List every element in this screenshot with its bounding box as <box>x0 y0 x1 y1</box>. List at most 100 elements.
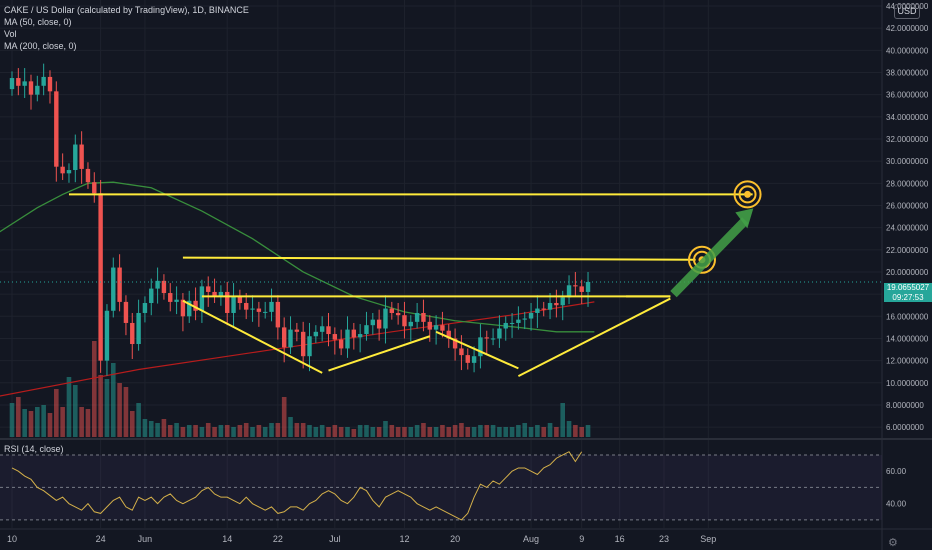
candle-body <box>345 329 350 349</box>
last-price-value: 19.0655027 <box>886 283 930 292</box>
volume-bar <box>452 425 458 437</box>
volume-bar <box>465 427 471 437</box>
price-axis-label: 10.0000000 <box>886 379 929 388</box>
price-axis-label: 38.0000000 <box>886 68 929 77</box>
volume-bar <box>16 397 21 437</box>
volume-bar <box>250 427 255 437</box>
time-axis-label: 10 <box>7 534 17 544</box>
candle-body <box>263 311 268 313</box>
candle-body <box>250 308 255 310</box>
candle-body <box>554 303 559 306</box>
candle-body <box>130 322 135 345</box>
price-axis-label: 30.0000000 <box>886 157 929 166</box>
volume-bar <box>212 427 217 437</box>
candle-body <box>275 301 281 328</box>
candle-body <box>370 319 376 326</box>
candle-body <box>528 312 534 319</box>
volume-bar <box>503 427 509 437</box>
volume-bar <box>110 363 116 437</box>
volume-bar <box>478 425 483 437</box>
volume-bar <box>579 427 584 437</box>
volume-bar <box>104 379 110 437</box>
rsi-axis-label: 60.00 <box>886 467 907 476</box>
candle-body <box>218 291 224 297</box>
candle-body <box>465 355 470 363</box>
candle-body <box>579 286 584 292</box>
volume-bar <box>497 427 502 437</box>
price-axis-label: 28.0000000 <box>886 179 929 188</box>
price-axis-label: 12.0000000 <box>886 357 929 366</box>
candle-body <box>174 299 179 302</box>
volume-bar <box>560 403 566 437</box>
volume-bar <box>129 411 135 437</box>
volume-bar <box>28 411 34 437</box>
chart-legend: CAKE / US Dollar (calculated by TradingV… <box>4 4 249 52</box>
candle-body <box>168 293 173 302</box>
candle-body <box>440 325 445 331</box>
volume-bar <box>313 427 319 437</box>
candle-body <box>573 285 578 287</box>
volume-bar <box>9 403 15 437</box>
gear-icon[interactable]: ⚙ <box>888 537 898 549</box>
candle-body <box>199 286 205 311</box>
candle-body <box>98 193 103 361</box>
candle-body <box>244 303 249 310</box>
volume-bar <box>383 421 388 437</box>
volume-bar <box>148 421 154 437</box>
candle-body <box>85 168 91 183</box>
candle-body <box>28 81 34 95</box>
price-axis-label: 24.0000000 <box>886 224 929 233</box>
pattern-leg-4 <box>517 297 671 378</box>
volume-bar <box>522 423 528 437</box>
volume-bar <box>98 375 103 437</box>
candle-body <box>307 336 312 357</box>
candle-body <box>300 331 306 357</box>
volume-bar <box>117 383 122 437</box>
volume-bar <box>224 425 230 437</box>
pattern-leg-2 <box>328 335 431 372</box>
volume-bar <box>294 423 300 437</box>
candle-body <box>383 308 388 329</box>
candle-body <box>66 170 72 174</box>
volume-bar <box>357 425 363 437</box>
currency-badge[interactable]: USD <box>894 4 920 19</box>
volume-bar <box>307 425 312 437</box>
candle-body <box>231 296 236 313</box>
candle-body <box>338 339 344 349</box>
candle-body <box>206 286 211 292</box>
candle-body <box>123 301 129 323</box>
candle-body <box>180 299 186 317</box>
volume-bar <box>370 427 376 437</box>
volume-bar <box>319 425 325 437</box>
candle-body <box>478 337 483 357</box>
volume-bar <box>459 423 464 437</box>
volume-bar <box>22 409 27 437</box>
price-axis-label: 32.0000000 <box>886 135 929 144</box>
price-axis-label: 40.0000000 <box>886 46 929 55</box>
candle-body <box>364 325 369 335</box>
candle-body <box>313 331 319 337</box>
pattern-leg-3 <box>435 330 519 370</box>
resistance-line-middle <box>182 256 696 261</box>
time-axis-label: Sep <box>700 534 716 544</box>
pattern-leg-1 <box>182 299 323 374</box>
candle-body <box>149 288 154 304</box>
volume-bar <box>376 427 382 437</box>
candle-body <box>357 334 363 338</box>
candle-body <box>509 322 515 324</box>
volume-bar <box>60 407 65 437</box>
time-axis-label: 22 <box>273 534 283 544</box>
candle-body <box>319 326 325 332</box>
volume-bar <box>547 423 553 437</box>
volume-bar <box>509 427 515 437</box>
volume-bar <box>85 409 91 437</box>
volume-bar <box>237 425 243 437</box>
candle-body <box>541 308 546 310</box>
candle-body <box>9 78 15 90</box>
candle-body <box>281 327 287 348</box>
volume-bar <box>73 385 78 437</box>
volume-legend: Vol <box>4 29 17 39</box>
ma50-line <box>0 181 595 333</box>
